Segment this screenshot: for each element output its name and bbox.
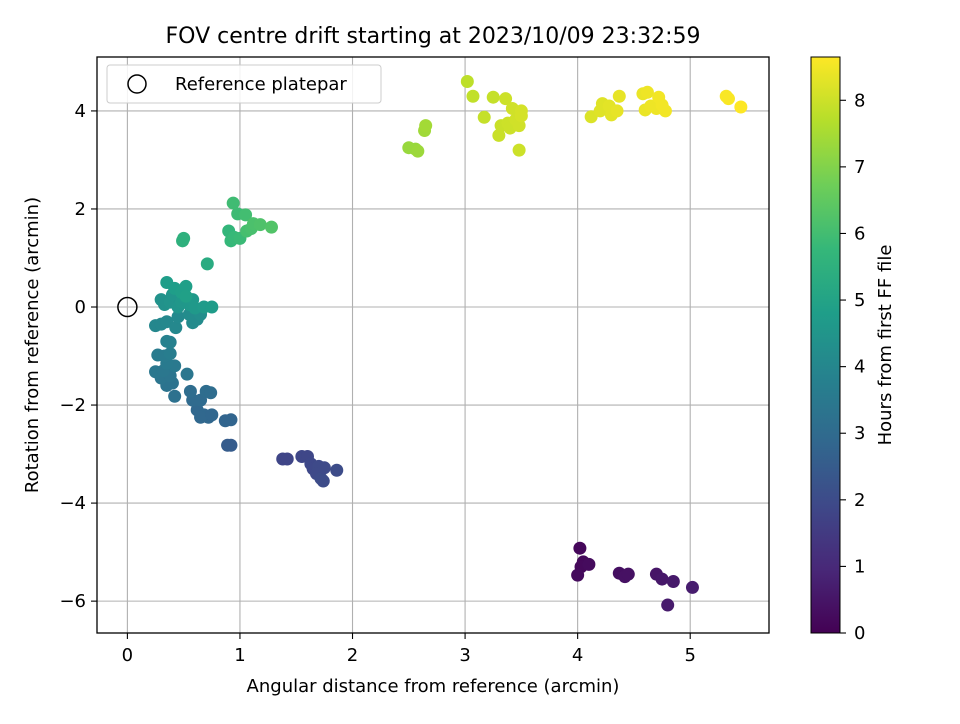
- data-point: [512, 143, 526, 157]
- y-tick-label: −2: [59, 395, 86, 416]
- x-tick-label: 1: [234, 645, 245, 666]
- data-point: [612, 89, 626, 103]
- data-point: [179, 289, 193, 303]
- colorbar-tick-label: 7: [854, 157, 865, 178]
- y-tick-label: 0: [75, 297, 86, 318]
- data-point: [171, 310, 185, 324]
- y-tick-label: 4: [75, 101, 86, 122]
- data-point: [655, 572, 669, 586]
- colorbar-tick-label: 6: [854, 223, 865, 244]
- x-ticks: 0 1 2 3 4 5: [122, 633, 696, 666]
- reference-platepar-circle-icon: [117, 296, 138, 318]
- y-tick-label: −6: [59, 591, 86, 612]
- data-point: [239, 208, 253, 222]
- data-point: [685, 580, 699, 594]
- data-point: [486, 90, 500, 104]
- data-point: [163, 335, 177, 349]
- colorbar-ticks: 0 1 2 3 4 5 6 7 8: [840, 90, 865, 644]
- data-point: [571, 568, 585, 582]
- data-point: [658, 104, 672, 118]
- y-tick-label: 2: [75, 199, 86, 220]
- colorbar-tick-label: 3: [854, 423, 865, 444]
- data-point: [582, 557, 596, 571]
- data-point: [183, 384, 197, 398]
- x-tick-label: 0: [122, 645, 133, 666]
- data-points: [149, 75, 748, 612]
- x-axis-label: Angular distance from reference (arcmin): [247, 676, 620, 697]
- data-point: [666, 575, 680, 589]
- colorbar-tick-label: 5: [854, 290, 865, 311]
- data-point: [661, 598, 675, 612]
- data-point: [200, 257, 214, 271]
- data-point: [224, 413, 238, 427]
- chart-title: FOV centre drift starting at 2023/10/09 …: [166, 24, 701, 49]
- y-ticks: −6 −4 −2 0 2 4: [59, 101, 97, 612]
- x-tick-label: 3: [459, 645, 470, 666]
- data-point: [226, 196, 240, 210]
- colorbar-label: Hours from first FF file: [875, 245, 896, 446]
- data-point: [514, 109, 528, 123]
- y-axis-label: Rotation from reference (arcmin): [22, 197, 43, 493]
- data-point: [330, 463, 344, 477]
- data-point: [477, 110, 491, 124]
- plot-frame: [96, 56, 770, 634]
- data-point: [163, 347, 177, 361]
- colorbar-tick-label: 2: [854, 490, 865, 511]
- colorbar-tick-label: 0: [854, 623, 865, 644]
- data-point: [177, 231, 191, 245]
- colorbar-tick-label: 4: [854, 357, 865, 378]
- data-point: [168, 389, 182, 403]
- y-tick-label: −4: [59, 493, 86, 514]
- legend-marker-circle-icon: [127, 74, 147, 94]
- data-point: [419, 119, 433, 133]
- data-point: [512, 119, 526, 133]
- data-point: [492, 128, 506, 142]
- data-point: [280, 452, 294, 466]
- legend-entry-label: Reference platepar: [175, 74, 347, 95]
- data-point: [734, 100, 748, 114]
- data-point: [205, 300, 219, 314]
- data-point: [169, 321, 183, 335]
- data-point: [205, 408, 219, 422]
- data-point: [640, 85, 654, 99]
- legend-box: [106, 64, 382, 104]
- reference-layer: [117, 296, 138, 318]
- data-point: [264, 220, 278, 234]
- data-point: [204, 386, 218, 400]
- colorbar-ramp: [810, 56, 841, 634]
- data-point: [316, 474, 330, 488]
- data-point: [411, 144, 425, 158]
- data-point: [499, 92, 513, 106]
- x-tick-label: 2: [347, 645, 358, 666]
- data-point: [317, 461, 331, 475]
- data-point: [194, 410, 208, 424]
- x-tick-label: 5: [684, 645, 695, 666]
- colorbar-tick-label: 8: [854, 90, 865, 111]
- data-point: [179, 279, 193, 293]
- legend: Reference platepar: [106, 64, 382, 104]
- grid: [97, 57, 769, 633]
- colorbar-tick-label: 1: [854, 556, 865, 577]
- data-point: [621, 567, 635, 581]
- data-point: [721, 92, 735, 106]
- x-tick-label: 4: [572, 645, 583, 666]
- data-point: [224, 438, 238, 452]
- data-point: [466, 89, 480, 103]
- colorbar: 0 1 2 3 4 5 6 7 8 Hours from first FF file: [810, 56, 896, 644]
- data-point: [610, 104, 624, 118]
- data-point: [460, 75, 474, 89]
- data-point: [253, 218, 267, 232]
- data-point: [180, 367, 194, 381]
- data-point: [573, 541, 587, 555]
